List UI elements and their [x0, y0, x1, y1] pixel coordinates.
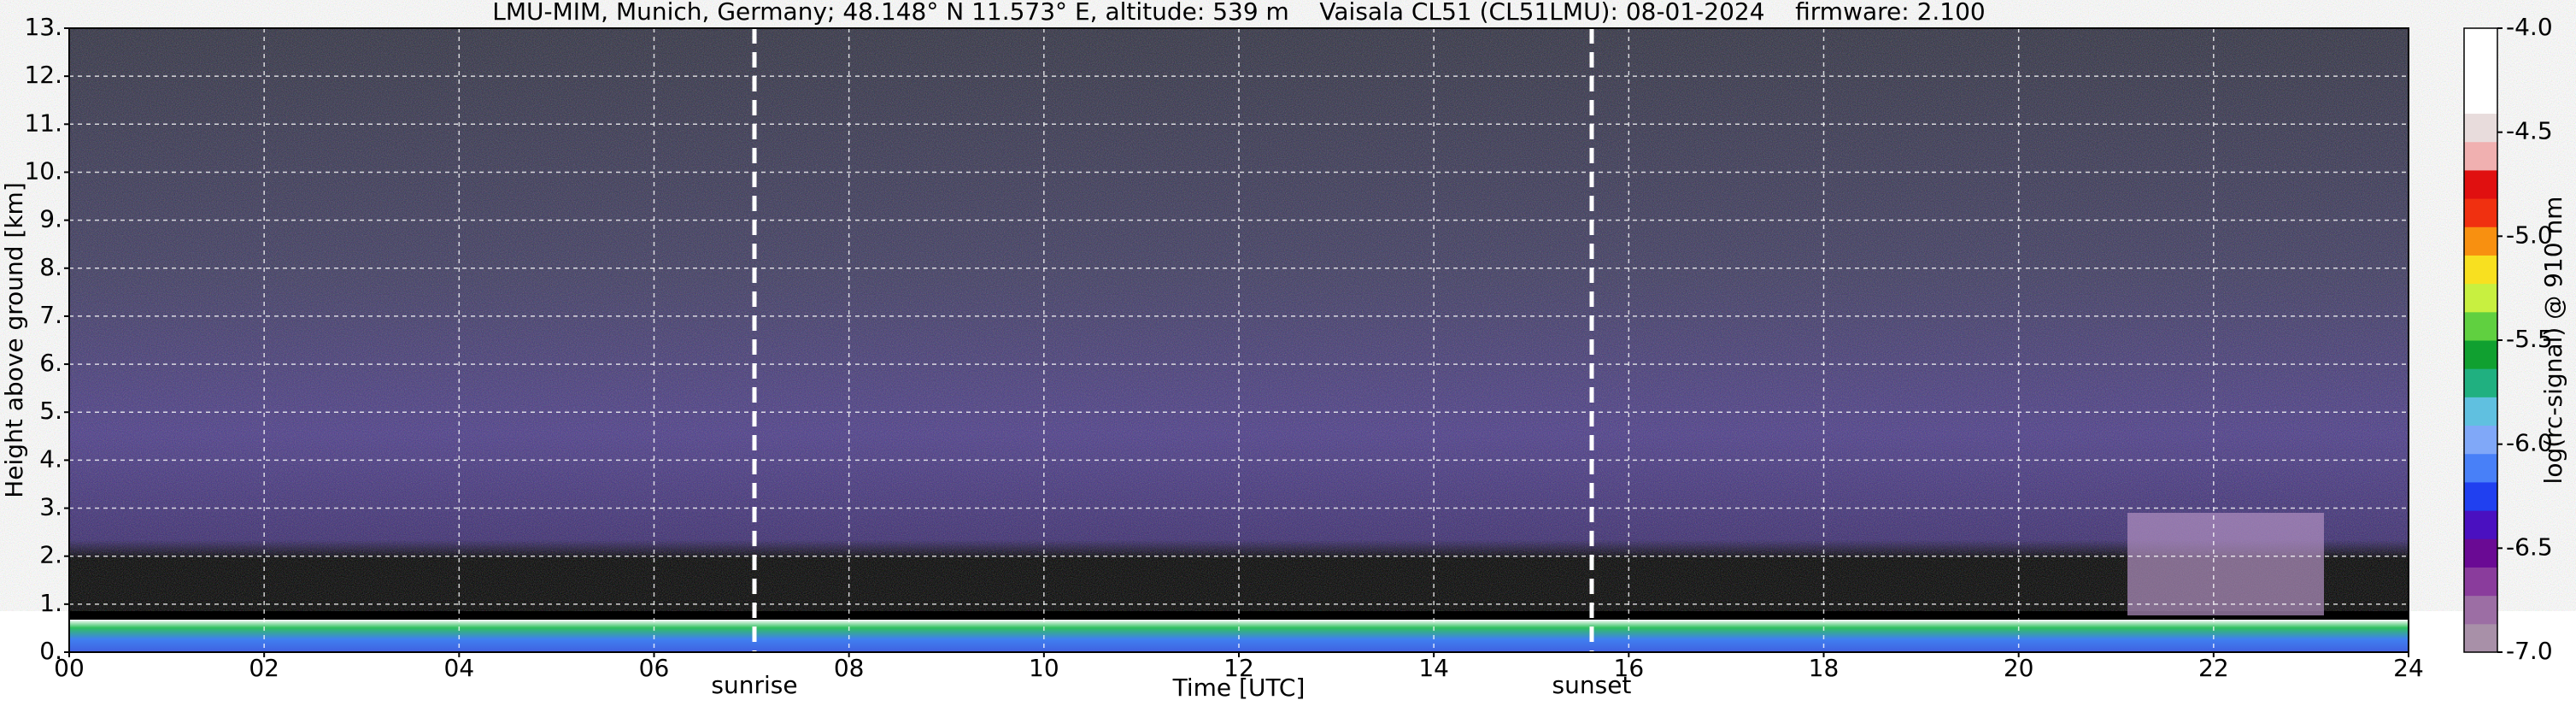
- colorbar-tick-label: -4.0: [2506, 13, 2553, 41]
- x-tick-label: 12: [1223, 654, 1254, 682]
- x-tick-label: 06: [639, 654, 670, 682]
- colorbar-segment: [2464, 169, 2497, 199]
- colorbar-segment: [2464, 538, 2497, 568]
- colorbar-segment: [2464, 198, 2497, 227]
- x-axis-label: Time [UTC]: [1172, 674, 1306, 702]
- colorbar-segment: [2464, 453, 2497, 483]
- x-tick-label: 22: [2198, 654, 2229, 682]
- annotation-label: sunset: [1552, 671, 1632, 699]
- x-tick-label: 18: [1809, 654, 1840, 682]
- y-tick-label: 1.: [39, 589, 62, 617]
- colorbar-tick-label: -7.0: [2506, 637, 2553, 665]
- colorbar-tick-label: -5.0: [2506, 221, 2553, 249]
- y-tick-label: 0.: [39, 637, 62, 665]
- colorbar-segment: [2464, 397, 2497, 427]
- y-axis-label: Height above ground [km]: [0, 182, 28, 498]
- colorbar-segment: [2464, 567, 2497, 597]
- x-tick-label: 16: [1614, 654, 1645, 682]
- y-tick-label: 5.: [39, 397, 62, 425]
- y-tick-label: 8.: [39, 253, 62, 281]
- colorbar-segment: [2464, 255, 2497, 285]
- y-tick-label: 10.: [24, 156, 62, 185]
- y-tick-label: 11.: [24, 109, 62, 137]
- colorbar-tick-label: -6.5: [2506, 532, 2553, 561]
- x-tick-label: 00: [54, 654, 85, 682]
- colorbar-segment: [2464, 368, 2497, 397]
- colorbar-segment: [2464, 28, 2497, 57]
- y-tick-label: 4.: [39, 444, 62, 473]
- colorbar-segment: [2464, 283, 2497, 313]
- annotation-label: sunrise: [711, 671, 797, 699]
- colorbar-tick-label: -6.0: [2506, 429, 2553, 457]
- colorbar-segment: [2464, 510, 2497, 539]
- y-tick-label: 13.: [24, 13, 62, 41]
- colorbar-segment: [2464, 595, 2497, 625]
- evening-layer: [2127, 513, 2324, 615]
- colorbar-segment: [2464, 85, 2497, 115]
- colorbar-segment: [2464, 113, 2497, 143]
- x-tick-label: 14: [1418, 654, 1449, 682]
- x-tick-label: 20: [2004, 654, 2034, 682]
- y-tick-label: 9.: [39, 205, 62, 233]
- colorbar-tick-label: -5.5: [2506, 325, 2553, 353]
- x-tick-label: 02: [249, 654, 279, 682]
- colorbar-segment: [2464, 311, 2497, 341]
- x-tick-label: 04: [444, 654, 475, 682]
- colorbar-segment: [2464, 425, 2497, 455]
- colorbar-segment: [2464, 623, 2497, 653]
- y-tick-label: 6.: [39, 349, 62, 377]
- colorbar-segment: [2464, 56, 2497, 85]
- colorbar-segment: [2464, 141, 2497, 171]
- y-tick-label: 7.: [39, 301, 62, 329]
- colorbar-segment: [2464, 481, 2497, 511]
- x-tick-label: 10: [1029, 654, 1059, 682]
- y-tick-label: 12.: [24, 61, 62, 89]
- plot-frame: [68, 27, 2409, 653]
- colorbar-label: log(rc-signal) @ 910 nm: [2539, 197, 2567, 485]
- colorbar-tick-label: -4.5: [2506, 117, 2553, 145]
- x-tick-label: 08: [834, 654, 865, 682]
- colorbar-segment: [2464, 340, 2497, 369]
- y-tick-label: 3.: [39, 493, 62, 521]
- x-tick-label: 24: [2393, 654, 2424, 682]
- y-tick-label: 2.: [39, 541, 62, 569]
- chart-title: LMU-MIM, Munich, Germany; 48.148° N 11.5…: [492, 0, 1986, 26]
- colorbar-segment: [2464, 227, 2497, 256]
